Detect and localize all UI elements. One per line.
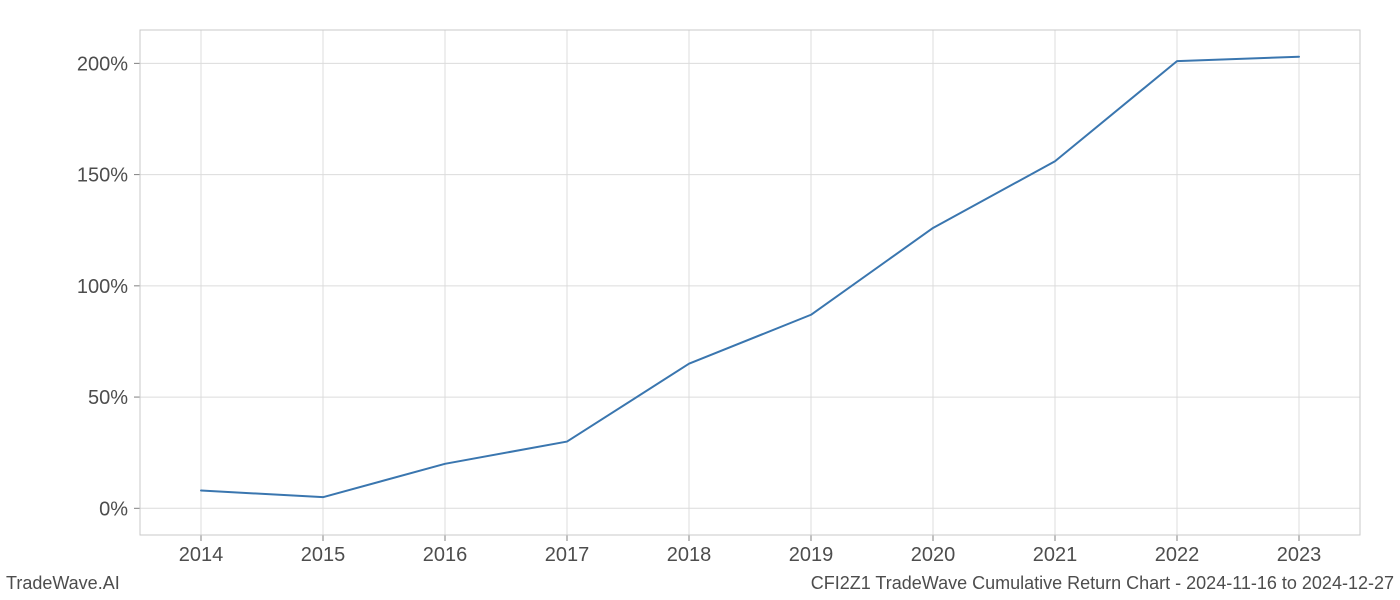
y-tick-label: 0% <box>99 498 128 520</box>
x-tick-label: 2019 <box>789 544 834 566</box>
x-tick-label: 2017 <box>545 544 590 566</box>
y-tick-label: 150% <box>77 165 128 187</box>
x-tick-label: 2016 <box>423 544 468 566</box>
chart-container: 0% 50% 100% 150% 200% 2014 2015 2016 2017 2018 201… <box>0 0 1400 600</box>
line-chart: 0% 50% 100% 150% 200% 2014 2015 2016 2017 2018 201… <box>0 0 1400 600</box>
x-tick-label: 2015 <box>301 544 346 566</box>
x-tick-label: 2020 <box>911 544 956 566</box>
y-tick-label: 50% <box>88 387 128 409</box>
x-tick-label: 2018 <box>667 544 712 566</box>
footer-brand: TradeWave.AI <box>6 573 120 594</box>
x-tick-label: 2014 <box>179 544 224 566</box>
x-tick-label: 2023 <box>1277 544 1322 566</box>
x-tick-label: 2021 <box>1033 544 1078 566</box>
x-tick-label: 2022 <box>1155 544 1200 566</box>
y-tick-label: 200% <box>77 53 128 75</box>
y-tick-label: 100% <box>77 276 128 298</box>
chart-caption: CFI2Z1 TradeWave Cumulative Return Chart… <box>811 573 1394 594</box>
